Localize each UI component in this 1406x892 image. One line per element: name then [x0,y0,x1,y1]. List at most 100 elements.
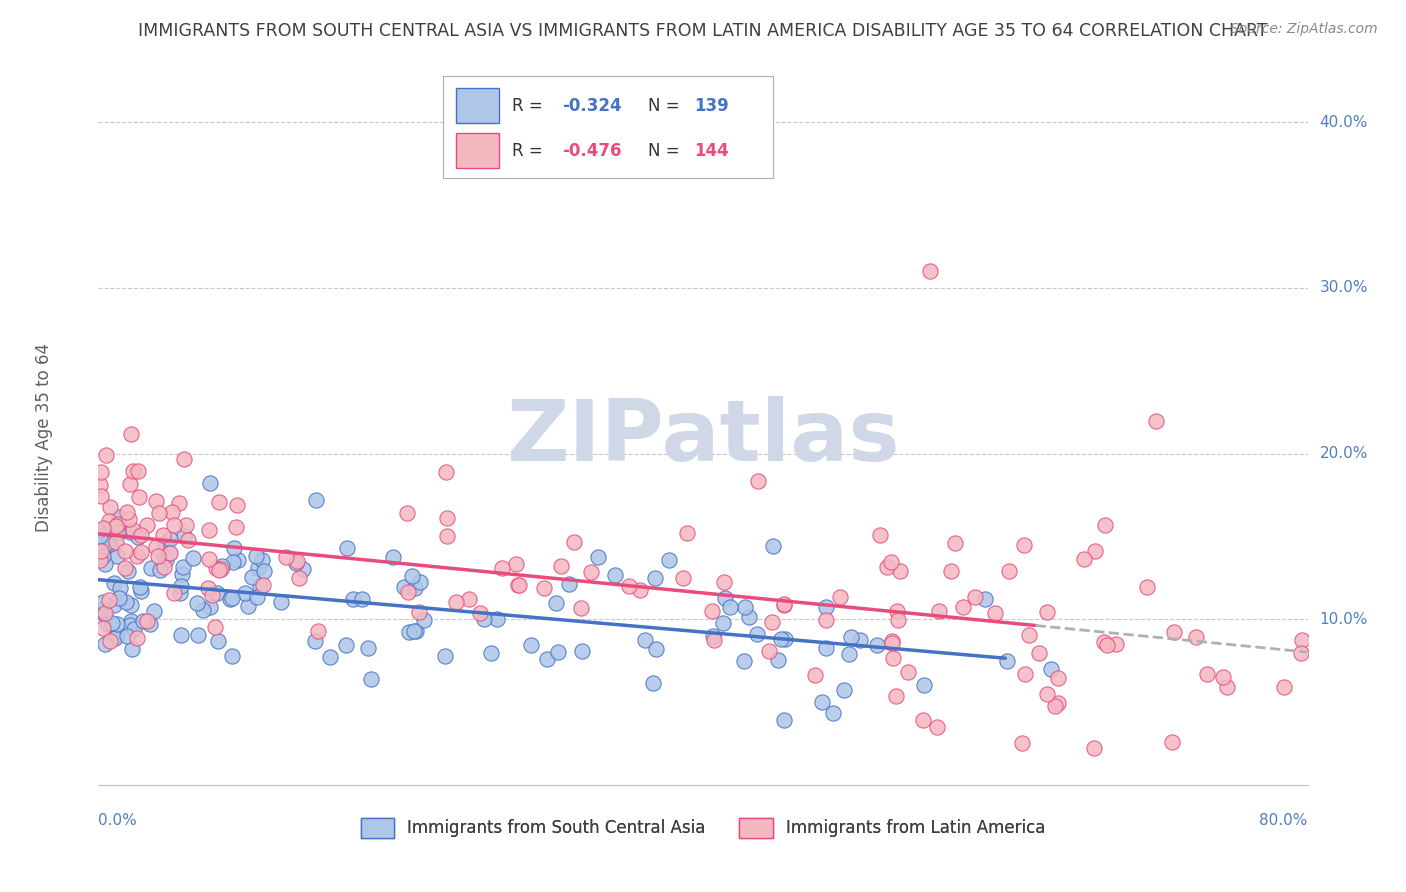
Point [96,536,118,550]
Point [1043,699,1066,714]
Point [408,605,430,619]
Point [121,523,143,537]
Point [225,520,247,534]
Point [671,571,693,585]
Point [104,519,127,533]
Point [221,649,243,664]
Point [644,571,666,585]
Point [127,530,149,544]
Point [1012,538,1035,552]
Point [434,465,457,479]
Point [253,564,276,578]
Point [1083,741,1105,756]
Point [163,586,186,600]
Point [148,506,170,520]
Point [834,682,856,697]
Point [404,582,426,596]
Point [135,614,157,628]
Point [1046,671,1069,685]
Point [108,582,131,596]
Point [336,541,359,556]
Point [995,654,1018,668]
Point [446,595,468,609]
Point [318,649,340,664]
Point [505,557,527,571]
Point [1084,544,1107,558]
Point [287,571,309,585]
Point [811,695,834,709]
Point [274,549,297,564]
Point [644,642,666,657]
Point [641,675,664,690]
Point [941,564,963,578]
Point [865,638,887,652]
Point [93,607,115,621]
Point [128,490,150,504]
Point [90,543,112,558]
Point [170,566,193,581]
Point [928,604,950,618]
Point [404,624,426,638]
Point [107,591,129,605]
Point [1105,637,1128,651]
Point [869,528,891,542]
Point [219,592,242,607]
Point [89,529,111,543]
Point [880,555,903,569]
Point [169,495,191,509]
Point [197,552,219,566]
Point [714,591,737,605]
Point [352,591,374,606]
Point [118,512,141,526]
Point [93,606,115,620]
Point [762,540,785,554]
Point [630,582,652,597]
Point [409,575,432,590]
Point [89,553,111,567]
Point [115,505,138,519]
Point [508,578,530,592]
Point [569,601,592,615]
Text: ZIPatlas: ZIPatlas [506,395,900,479]
Point [773,632,796,646]
Point [761,615,783,630]
Point [882,634,904,648]
Point [720,600,742,615]
Point [204,561,226,575]
Point [508,577,530,591]
Point [114,595,136,609]
Point [211,559,233,574]
Point [1039,662,1062,676]
Point [886,690,908,704]
Point [159,532,181,546]
Point [1036,687,1059,701]
Point [103,599,125,613]
Point [238,599,260,613]
Point [558,576,581,591]
Point [1046,696,1069,710]
Point [839,631,862,645]
Point [357,640,380,655]
Point [481,646,503,660]
Point [225,498,247,512]
Point [550,559,572,574]
Point [1216,680,1239,694]
Text: 80.0%: 80.0% [1260,813,1308,828]
Point [396,584,419,599]
Point [533,581,555,595]
Point [114,561,136,575]
Point [129,527,152,541]
Point [169,586,191,600]
Point [204,619,226,633]
Point [115,628,138,642]
Point [152,560,174,574]
Point [207,634,229,648]
Point [201,588,224,602]
Point [772,599,794,613]
Text: 144: 144 [695,142,728,160]
Point [107,516,129,531]
Point [103,576,125,591]
Point [458,592,481,607]
Point [132,614,155,628]
Point [581,566,603,580]
